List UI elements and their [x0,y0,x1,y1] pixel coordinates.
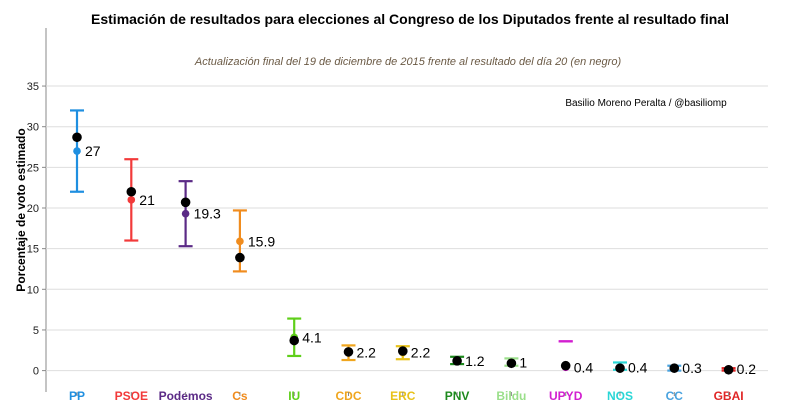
y-tick-label: 25 [27,162,39,174]
result-point [127,187,137,197]
result-point [507,358,517,368]
chart: Estimación de resultados para elecciones… [0,0,803,412]
y-tick-label: 15 [27,244,39,256]
estimate-point [73,147,81,155]
x-axis-ticks: PP PSOE Podemos Cs IU CDC ERC PNV Bildu UPYD NOS CC… [69,389,744,403]
estimate-point [182,210,190,218]
result-point [344,347,354,357]
grid [42,28,768,392]
y-tick-label: 0 [33,366,39,378]
data-marks: 27 21 19.3 15.9 4.1 2.2 2.2 1.2 1 0.4 0.4 0.3 0.2 [70,110,756,377]
result-point [398,346,408,356]
estimate-label: 2.2 [357,345,377,361]
result-point [181,198,191,208]
result-point [72,132,82,142]
y-tick-label: 5 [33,325,39,337]
result-point [670,363,680,373]
chart-credit: Basilio Moreno Peralta / @basiliomp [565,98,727,109]
result-point [724,365,734,375]
result-point [289,336,299,346]
y-tick-label: 30 [27,122,39,134]
y-axis-ticks: 0 5 10 15 20 25 30 35 [27,81,39,378]
result-point [235,253,245,263]
result-point [452,356,462,366]
estimate-label: 2.2 [411,345,431,361]
estimate-label: 1 [519,354,527,370]
estimate-label: 0.2 [737,361,757,377]
estimate-label: 19.3 [194,206,221,222]
estimate-point [236,238,244,246]
chart-subtitle: Actualización final del 19 de diciembre … [194,56,622,68]
estimate-label: 1.2 [465,353,485,369]
estimate-label: 0.4 [574,359,594,375]
estimate-label: 0.3 [682,360,702,376]
result-point [561,361,571,371]
estimate-label: 0.4 [628,359,648,375]
y-tick-label: 35 [27,81,39,93]
estimate-label: 21 [139,192,155,208]
estimate-label: 27 [85,143,101,159]
y-tick-label: 10 [27,284,39,296]
estimate-label: 15.9 [248,233,275,249]
estimate-label: 4.1 [302,329,322,345]
result-point [615,363,625,373]
y-tick-label: 20 [27,203,39,215]
chart-title: Estimación de resultados para elecciones… [91,11,729,27]
estimate-point [128,196,136,204]
